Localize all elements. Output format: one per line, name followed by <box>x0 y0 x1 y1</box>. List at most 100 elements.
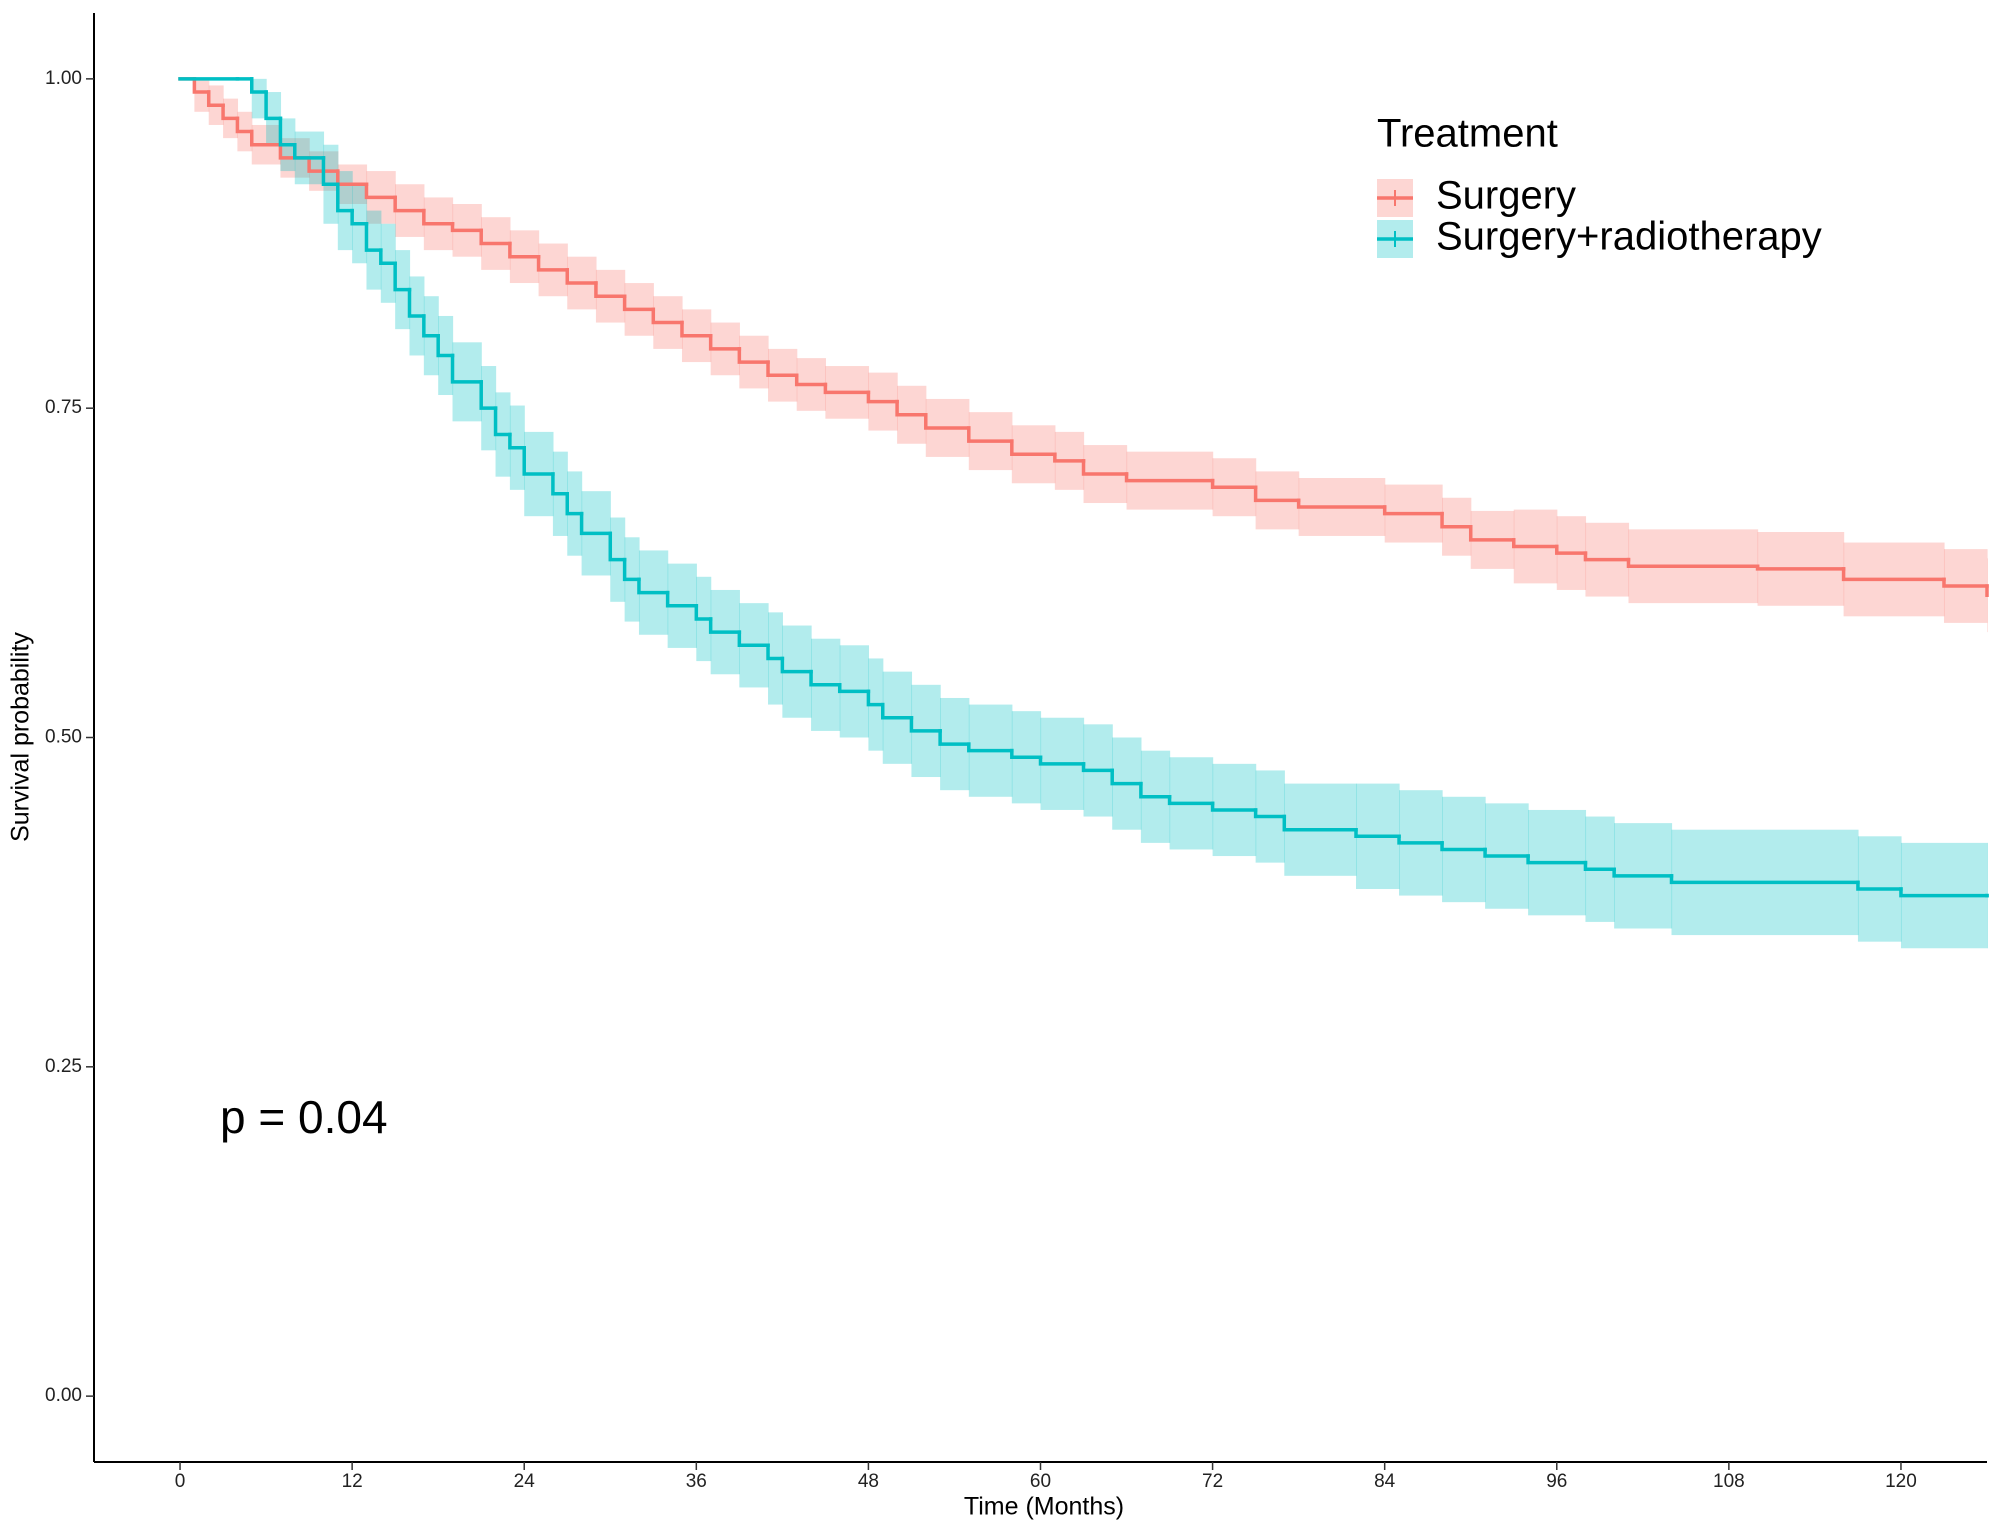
survival-step <box>766 360 799 377</box>
survival-step <box>794 373 828 387</box>
survival-step <box>450 222 483 233</box>
survival-step <box>837 683 871 694</box>
survival-step <box>1210 801 1258 812</box>
x-tick-label: 60 <box>1030 1471 1051 1492</box>
survival-step <box>264 90 283 121</box>
survival-step <box>708 617 742 634</box>
survival-step <box>1253 485 1301 503</box>
survival-step <box>379 248 397 266</box>
survival-step <box>307 156 340 173</box>
survival-step <box>250 77 268 94</box>
survival-step <box>866 689 885 707</box>
survival-step <box>737 347 770 364</box>
survival-step <box>479 380 498 410</box>
x-tick-label: 120 <box>1885 1471 1917 1492</box>
survival-step <box>1253 808 1287 819</box>
survival-step <box>1440 841 1487 852</box>
x-tick-label: 0 <box>175 1471 186 1492</box>
survival-step <box>1468 524 1516 542</box>
survival-step <box>1010 439 1057 457</box>
y-tick-label: 0.50 <box>45 727 82 748</box>
survival-step <box>321 156 340 186</box>
survival-lines <box>178 77 1989 898</box>
y-tick-label: 0.75 <box>45 397 82 418</box>
survival-step <box>393 261 412 292</box>
survival-step <box>1555 544 1588 555</box>
survival-step <box>393 195 426 213</box>
survival-step <box>924 413 971 430</box>
survival-step <box>1110 768 1143 786</box>
survival-step <box>1626 557 1760 569</box>
survival-step <box>1755 564 1846 571</box>
survival-step <box>895 399 928 417</box>
y-tick-label: 1.00 <box>45 68 82 89</box>
survival-step <box>350 208 369 226</box>
survival-step <box>450 353 483 384</box>
survival-step <box>1512 538 1559 549</box>
survival-step <box>622 557 641 582</box>
survival-step <box>508 241 541 259</box>
survival-step <box>1354 827 1401 839</box>
survival-step <box>1526 854 1588 865</box>
survival-step <box>364 222 383 252</box>
survival-step <box>866 390 899 404</box>
x-axis-title: Time (Months) <box>964 1493 1124 1521</box>
survival-step <box>407 287 426 318</box>
survival-step <box>967 426 1014 443</box>
survival-step <box>1124 472 1215 483</box>
survival-step <box>1583 551 1631 562</box>
survival-step <box>1010 748 1043 760</box>
survival-step <box>436 333 455 358</box>
survival-step <box>192 77 211 94</box>
survival-step <box>1856 880 1903 891</box>
survival-step <box>565 268 598 285</box>
survival-step <box>221 103 240 121</box>
x-tick-label: 48 <box>858 1471 879 1492</box>
survival-step <box>1612 867 1674 878</box>
survival-step <box>1669 874 1860 885</box>
survival-step <box>551 472 569 496</box>
survival-step <box>1841 567 1946 582</box>
confidence-bands <box>180 78 1988 949</box>
survival-step <box>250 129 283 147</box>
survival-step <box>206 90 225 107</box>
legend-label: Surgery+radiotherapy <box>1436 215 1822 259</box>
survival-step <box>680 320 713 338</box>
y-tick-label: 0.25 <box>45 1056 82 1077</box>
x-tick-label: 84 <box>1374 1471 1396 1492</box>
survival-step <box>1899 887 1989 898</box>
survival-step <box>622 294 656 312</box>
survival-step <box>1440 511 1473 529</box>
survival-step <box>651 307 684 325</box>
survival-step <box>1483 847 1530 858</box>
survival-step <box>1139 781 1172 799</box>
survival-step <box>1210 478 1258 489</box>
survival-step <box>665 590 699 608</box>
confidence-band <box>251 78 267 119</box>
survival-step <box>293 142 326 160</box>
x-tick-label: 24 <box>514 1471 536 1492</box>
survival-step <box>508 432 526 450</box>
survival-step <box>594 281 627 298</box>
x-tick-label: 72 <box>1202 1471 1223 1492</box>
survival-step <box>1167 795 1215 806</box>
survival-step <box>479 228 512 246</box>
survival-step <box>909 715 942 733</box>
x-tick-label: 12 <box>342 1471 363 1492</box>
survival-step <box>1296 498 1387 509</box>
survival-step <box>694 604 713 621</box>
y-tick-label: 0.00 <box>45 1385 82 1406</box>
survival-step <box>1038 755 1086 766</box>
survival-step <box>608 531 627 562</box>
survival-step <box>823 382 871 395</box>
x-tick-label: 36 <box>686 1471 707 1492</box>
survival-step <box>278 116 297 147</box>
survival-step <box>1282 814 1358 832</box>
survival-step <box>1583 860 1616 871</box>
survival-step <box>1053 452 1086 463</box>
survival-step <box>708 333 742 351</box>
p-value-annotation: p = 0.04 <box>220 1091 388 1143</box>
x-tick-label: 108 <box>1713 1471 1745 1492</box>
